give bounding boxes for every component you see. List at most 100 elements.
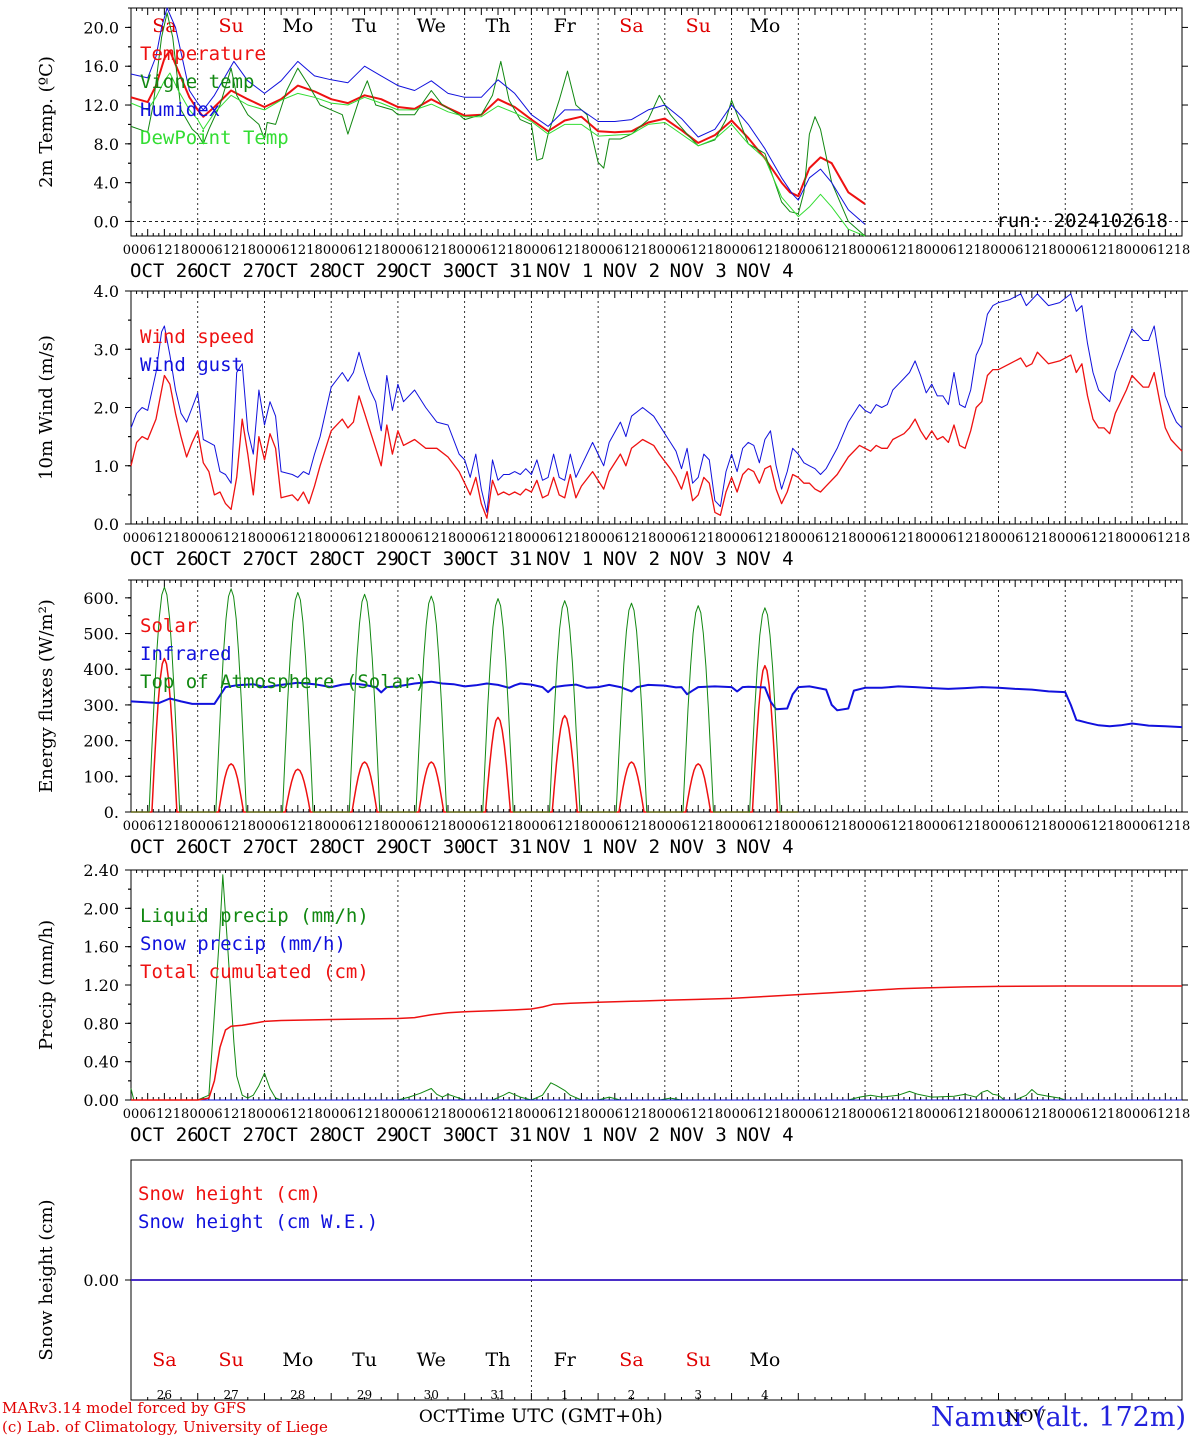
x-hour-label: 00 (790, 531, 807, 546)
x-hour-label: 12 (156, 243, 173, 258)
x-hour-label: 00 (857, 819, 874, 834)
x-hour-label: 18 (240, 819, 257, 834)
x-hour-label: 12 (356, 531, 373, 546)
series-line-wind-speed (130, 351, 1183, 519)
weekday-label: Sa (619, 15, 643, 37)
y-tick-label: 0.0 (94, 212, 119, 231)
x-hour-label: 12 (957, 819, 974, 834)
x-hour-label: 06 (473, 531, 490, 546)
x-hour-label: 18 (240, 531, 257, 546)
y-axis-label: 10m Wind (m/s) (36, 335, 57, 480)
x-hour-label: 12 (1157, 243, 1174, 258)
x-hour-label: 12 (423, 531, 440, 546)
x-hour-label: 00 (723, 531, 740, 546)
y-tick-label: 20.0 (83, 18, 119, 37)
x-hour-label: 18 (506, 1107, 523, 1122)
x-hour-label: 00 (323, 1107, 340, 1122)
x-hour-label: 06 (406, 1107, 423, 1122)
x-hour-label: 18 (573, 819, 590, 834)
x-hour-label: 12 (957, 243, 974, 258)
y-tick-label: 400. (83, 660, 119, 679)
y-tick-label: 0.80 (83, 1014, 119, 1033)
x-hour-label: 12 (623, 531, 640, 546)
x-hour-label: 00 (790, 1107, 807, 1122)
x-hour-label: 06 (273, 531, 290, 546)
x-hour-label: 06 (540, 243, 557, 258)
x-hour-label: 18 (974, 1107, 991, 1122)
legend-entry: Wind gust (140, 354, 243, 376)
x-hour-label: 06 (1007, 1107, 1024, 1122)
x-hour-label: 18 (907, 1107, 924, 1122)
x-hour-label: 18 (974, 531, 991, 546)
x-hour-label: 00 (523, 531, 540, 546)
y-tick-label: 100. (83, 767, 119, 786)
x-hour-label: 18 (306, 819, 323, 834)
x-hour-label: 06 (673, 1107, 690, 1122)
x-hour-label: 12 (1157, 1107, 1174, 1122)
legend-entry: Wind speed (140, 326, 254, 348)
x-hour-label: 00 (456, 531, 473, 546)
x-date-label: OCT 30 (397, 836, 466, 858)
x-hour-label: 06 (607, 1107, 624, 1122)
x-hour-label: 12 (1157, 531, 1174, 546)
x-hour-label: 00 (857, 1107, 874, 1122)
x-date-label: OCT 31 (464, 548, 533, 570)
x-hour-label: 00 (390, 531, 407, 546)
panel-frame (130, 579, 1183, 813)
weekday-label: Fr (554, 1349, 577, 1371)
x-hour-label: 00 (990, 531, 1007, 546)
x-hour-label: 06 (1140, 243, 1157, 258)
x-hour-label: 06 (473, 243, 490, 258)
x-hour-label: 00 (923, 531, 940, 546)
x-hour-label: 00 (123, 819, 140, 834)
weekday-label: Tu (352, 15, 377, 37)
x-hour-label: 00 (123, 531, 140, 546)
legend-entry: Vigne temp (140, 71, 254, 93)
x-hour-label: 18 (773, 819, 790, 834)
x-hour-label: 18 (573, 531, 590, 546)
x-hour-label: 06 (273, 819, 290, 834)
x-hour-label: 18 (707, 819, 724, 834)
x-date-label: NOV 1 (536, 836, 593, 858)
x-hour-label: 06 (607, 243, 624, 258)
y-tick-label: 500. (83, 625, 119, 644)
legend-entry: Snow height (cm W.E.) (138, 1211, 378, 1233)
x-hour-label: 00 (1057, 243, 1074, 258)
panel-frame (130, 7, 1183, 237)
y-tick-label: 4.0 (94, 174, 119, 193)
x-hour-label: 12 (156, 531, 173, 546)
x-hour-label: 12 (757, 531, 774, 546)
y-tick-label: 1.60 (83, 938, 119, 957)
x-date-label: OCT 30 (397, 548, 466, 570)
panel-frame (130, 290, 1183, 525)
x-hour-label: 12 (223, 243, 240, 258)
x-hour-label: 18 (373, 243, 390, 258)
bottom-day-label: 1 (561, 1388, 569, 1402)
y-tick-label: 200. (83, 732, 119, 751)
x-hour-label: 12 (356, 1107, 373, 1122)
legend-entry: Snow height (cm) (138, 1183, 321, 1205)
x-hour-label: 00 (256, 243, 273, 258)
x-hour-label: 18 (573, 243, 590, 258)
bottom-day-label: 26 (157, 1388, 172, 1402)
legend-entry: Humidex (140, 99, 220, 121)
x-hour-label: 06 (540, 531, 557, 546)
x-hour-label: 06 (139, 531, 156, 546)
x-hour-label: 18 (506, 531, 523, 546)
x-hour-label: 12 (890, 243, 907, 258)
x-date-label: OCT 29 (330, 260, 399, 282)
x-date-label: NOV 3 (670, 1124, 727, 1146)
weekday-label: Su (218, 1349, 243, 1371)
x-hour-label: 18 (240, 1107, 257, 1122)
weekday-label: Mo (749, 1349, 780, 1371)
x-hour-label: 18 (907, 531, 924, 546)
x-hour-label: 12 (757, 819, 774, 834)
x-hour-label: 12 (356, 819, 373, 834)
x-date-label: OCT 26 (130, 1124, 199, 1146)
model-credits: MARv3.14 model forced by GFS (c) Lab. of… (2, 1399, 328, 1437)
legend-entry: Snow precip (mm/h) (140, 933, 346, 955)
x-hour-label: 06 (1007, 531, 1024, 546)
x-hour-label: 00 (723, 819, 740, 834)
series-line-humidex (130, 7, 866, 225)
x-hour-label: 12 (690, 531, 707, 546)
